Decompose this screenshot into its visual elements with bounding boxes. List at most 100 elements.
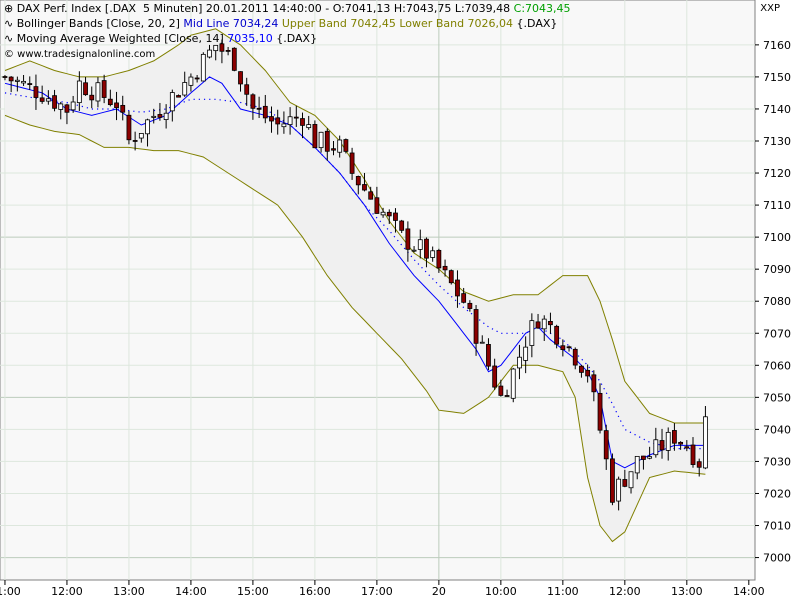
- candle-body: [467, 302, 473, 309]
- candle-body: [510, 368, 516, 399]
- candle-body: [76, 80, 82, 104]
- candle-body: [318, 131, 324, 149]
- candle-body: [386, 211, 392, 217]
- legend-wma-suffix: {.DAX}: [272, 32, 318, 45]
- upper-band-line: [4, 28, 706, 424]
- candle-body: [504, 395, 510, 397]
- candle-body: [132, 140, 138, 142]
- candle-body: [411, 249, 417, 252]
- candle-body: [610, 458, 615, 503]
- legend-copyright: © www.tradesignalonline.com: [4, 48, 155, 62]
- x-tick-label: 12:00: [51, 585, 83, 598]
- candle-body: [455, 279, 460, 297]
- candle-body: [517, 356, 522, 369]
- candle-body: [430, 250, 436, 258]
- candle-body: [8, 76, 14, 82]
- legend-lower-band: Lower Band 7026,04: [395, 17, 514, 30]
- legend-symbol-icon: ⊕: [4, 2, 17, 15]
- candle-body: [535, 321, 541, 329]
- bollinger-band-area: [5, 28, 706, 542]
- candle-body: [219, 43, 225, 52]
- candle-body: [231, 47, 237, 71]
- candle-body: [548, 321, 553, 326]
- candle-body: [244, 84, 250, 95]
- candle-body: [554, 325, 560, 345]
- x-tick-label: 14:00: [175, 585, 207, 598]
- candle-body: [52, 95, 57, 109]
- candle-body: [324, 130, 330, 152]
- y-tick-label: 7120: [763, 167, 791, 180]
- candle-body: [641, 455, 646, 460]
- candle-body: [368, 191, 374, 200]
- candle-body: [566, 346, 572, 349]
- candle-body: [442, 265, 448, 271]
- candle-body: [151, 115, 157, 118]
- y-tick-label: 7090: [763, 263, 791, 276]
- y-tick-label: 7130: [763, 135, 791, 148]
- corner-label: XXP: [760, 3, 780, 14]
- candle-body: [89, 94, 95, 101]
- candle-body: [355, 176, 361, 186]
- candle-body: [182, 82, 188, 96]
- candle-body: [659, 440, 665, 451]
- candle-body: [275, 117, 281, 125]
- candle-body: [126, 114, 132, 141]
- candle-body: [572, 348, 578, 366]
- candle-body: [380, 211, 386, 216]
- candle-body: [337, 139, 343, 153]
- legend-symbol-text: DAX Perf. Index [.DAX 5 Minuten] 20.01.2…: [16, 2, 514, 15]
- candle-body: [374, 197, 380, 214]
- candle-body: [281, 123, 287, 128]
- candle-body: [498, 385, 504, 396]
- candle-body: [665, 431, 671, 451]
- candle-body: [331, 148, 336, 151]
- x-tick-label: 13:00: [113, 585, 145, 598]
- candle-body: [269, 116, 274, 122]
- candle-body: [194, 77, 200, 80]
- x-tick-label: 17:00: [361, 585, 393, 598]
- y-tick-label: 7160: [763, 39, 791, 52]
- band-fill: [5, 28, 706, 542]
- candle-body: [207, 49, 212, 58]
- copyright-text: © www.tradesignalonline.com: [4, 49, 156, 60]
- x-tick-label: 20: [432, 585, 446, 598]
- x-tick-label: 10:00: [485, 585, 517, 598]
- candle-body: [529, 320, 535, 346]
- x-tick-label: 16:00: [299, 585, 331, 598]
- candlesticks: [2, 39, 708, 511]
- candle-body: [21, 80, 26, 84]
- candle-body: [14, 79, 20, 82]
- candle-body: [343, 139, 349, 152]
- candle-body: [696, 461, 702, 468]
- legend-mid-line: Mid Line 7034,24: [183, 17, 279, 30]
- candle-body: [622, 479, 628, 487]
- legend-bollinger-name: Bollinger Bands [Close, 20, 2]: [16, 17, 184, 30]
- candle-body: [157, 114, 163, 118]
- legend-indicator-icon: ∿: [4, 32, 17, 45]
- candle-body: [2, 76, 8, 78]
- y-tick-label: 7100: [763, 231, 791, 244]
- candle-body: [163, 112, 169, 120]
- x-tick-label: 11:00: [547, 585, 579, 598]
- candle-body: [579, 365, 584, 373]
- y-tick-label: 7110: [763, 199, 791, 212]
- y-tick-label: 7020: [763, 487, 791, 500]
- candle-body: [393, 212, 398, 221]
- candle-body: [33, 86, 39, 98]
- legend-indicator-icon: ∿: [4, 17, 17, 30]
- y-axis: 7000 7010 7020 7030 7040 7050 7060 7070 7080 7090…: [755, 39, 791, 565]
- candle-body: [188, 76, 194, 86]
- candle-body: [703, 416, 708, 469]
- candle-body: [647, 456, 653, 459]
- candle-body: [306, 124, 312, 129]
- candle-body: [616, 478, 622, 502]
- candle-body: [300, 118, 305, 126]
- candle-body: [250, 94, 256, 109]
- candle-body: [492, 365, 498, 388]
- candle-body: [634, 455, 640, 474]
- y-tick-label: 7080: [763, 295, 791, 308]
- candle-body: [597, 392, 603, 431]
- candle-body: [120, 104, 126, 113]
- candle-body: [114, 102, 119, 109]
